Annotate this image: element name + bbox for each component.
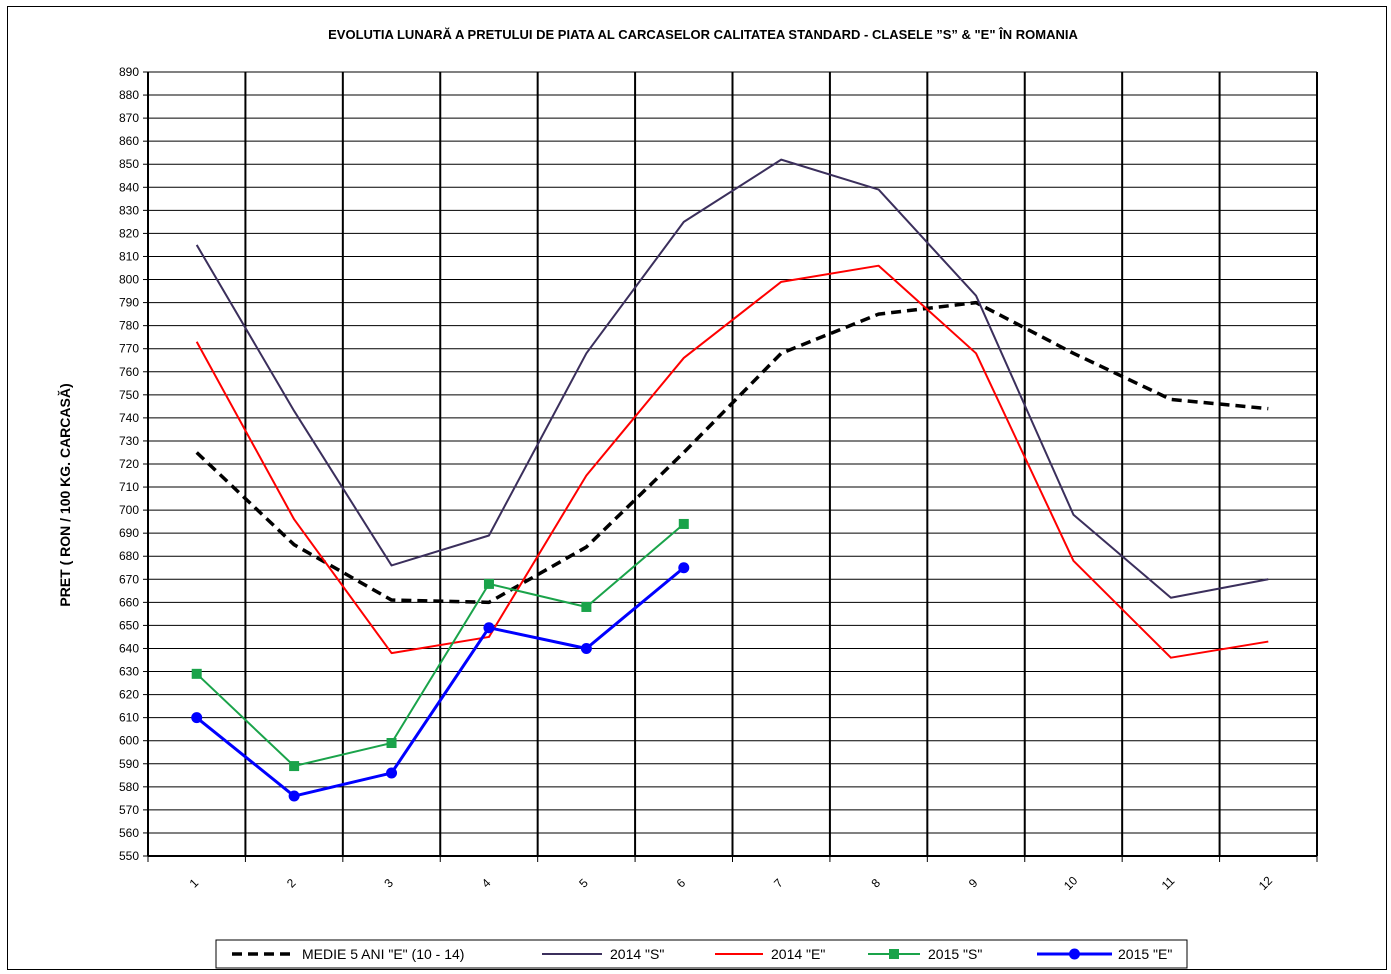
legend: MEDIE 5 ANI "E" (10 - 14) 2014 "S" 2014 "E… xyxy=(215,939,1188,969)
y-tick-label: 590 xyxy=(119,757,139,771)
y-tick-label: 740 xyxy=(119,411,139,425)
y-tick-label: 600 xyxy=(119,734,139,748)
circle-marker xyxy=(288,790,300,802)
x-tick-label: 12 xyxy=(1256,873,1276,893)
series-5 xyxy=(191,562,690,802)
circle-marker xyxy=(1069,948,1080,960)
y-tick-label: 850 xyxy=(119,157,139,171)
y-tick-label: 680 xyxy=(119,549,139,563)
circle-marker xyxy=(580,642,592,654)
series-line xyxy=(195,264,1269,659)
y-tick-label: 790 xyxy=(119,296,139,310)
x-tick-label: 4 xyxy=(479,876,494,891)
y-tick-label: 630 xyxy=(119,665,139,679)
x-tick-label: 8 xyxy=(868,876,883,891)
x-tick-label: 1 xyxy=(187,876,202,891)
y-tick-label: 700 xyxy=(119,503,139,517)
legend-item: MEDIE 5 ANI "E" (10 - 14) xyxy=(232,946,464,962)
legend-label: MEDIE 5 ANI "E" (10 - 14) xyxy=(302,946,464,962)
y-tick-label: 690 xyxy=(119,526,139,540)
legend-item: 2014 "S" xyxy=(542,946,664,962)
circle-marker xyxy=(678,562,690,574)
legend-label: 2014 "E" xyxy=(771,946,825,962)
y-tick-label: 840 xyxy=(119,180,139,194)
y-tick-label: 820 xyxy=(119,226,139,240)
y-tick-label: 810 xyxy=(119,249,139,263)
y-tick-label: 650 xyxy=(119,618,139,632)
grid-layer xyxy=(148,71,1318,856)
y-tick-label: 710 xyxy=(119,480,139,494)
chart-frame xyxy=(7,6,1387,970)
y-tick-label: 730 xyxy=(119,434,139,448)
chart-title: EVOLUTIA LUNARĂ A PRETULUI DE PIATA AL C… xyxy=(328,27,1078,42)
legend-box xyxy=(215,939,1188,969)
y-tick-label: 800 xyxy=(119,273,139,287)
y-tick-label: 660 xyxy=(119,595,139,609)
y-tick-label: 640 xyxy=(119,641,139,655)
square-marker xyxy=(191,668,202,679)
y-tick-label: 880 xyxy=(119,88,139,102)
y-tick-label: 870 xyxy=(119,111,139,125)
y-tick-label: 560 xyxy=(119,826,139,840)
legend-item: 2015 "E" xyxy=(1037,946,1172,962)
legend-label: 2015 "E" xyxy=(1118,946,1172,962)
legend-label: 2014 "S" xyxy=(610,946,664,962)
x-tick-label: 11 xyxy=(1159,874,1178,893)
y-tick-label: 890 xyxy=(119,65,139,79)
series-line xyxy=(195,158,1269,599)
y-tick-label: 750 xyxy=(119,388,139,402)
x-tick-label: 2 xyxy=(284,876,299,891)
square-marker xyxy=(483,578,494,589)
legend-item: 2015 "S" xyxy=(868,946,982,962)
legend-item: 2014 "E" xyxy=(715,946,825,962)
y-tick-label: 580 xyxy=(119,780,139,794)
y-tick-label: 770 xyxy=(119,342,139,356)
circle-marker xyxy=(191,712,203,724)
y-tick-label: 570 xyxy=(119,803,139,817)
series-layer xyxy=(191,158,1269,802)
x-tick-label: 10 xyxy=(1061,873,1081,893)
x-tick-label: 7 xyxy=(771,876,786,891)
y-tick-label: 780 xyxy=(119,319,139,333)
legend-label: 2015 "S" xyxy=(928,946,982,962)
square-marker xyxy=(581,601,592,612)
series-2 xyxy=(195,158,1269,599)
x-tick-label: 9 xyxy=(966,876,981,891)
circle-marker xyxy=(483,622,495,634)
y-tick-label: 620 xyxy=(119,688,139,702)
series-line xyxy=(195,566,685,798)
square-marker xyxy=(289,761,300,772)
y-tick-label: 610 xyxy=(119,711,139,725)
y-tick-label: 550 xyxy=(119,849,139,863)
square-marker xyxy=(678,518,689,529)
series-1 xyxy=(195,300,1269,605)
x-tick-label: 5 xyxy=(576,876,591,891)
y-tick-label: 830 xyxy=(119,203,139,217)
x-tick-label: 3 xyxy=(381,876,396,891)
y-tick-label: 720 xyxy=(119,457,139,471)
series-4 xyxy=(191,518,689,772)
series-line xyxy=(196,523,685,768)
y-axis-label: PRET ( RON / 100 KG. CARCASĂ) xyxy=(57,383,73,606)
square-marker xyxy=(889,949,899,959)
series-3 xyxy=(195,264,1269,659)
x-tick-label: 6 xyxy=(674,876,689,891)
y-tick-label: 670 xyxy=(119,572,139,586)
y-tick-label: 760 xyxy=(119,365,139,379)
series-line xyxy=(195,300,1269,605)
y-tick-label: 860 xyxy=(119,134,139,148)
square-marker xyxy=(386,738,397,749)
circle-marker xyxy=(386,767,398,779)
